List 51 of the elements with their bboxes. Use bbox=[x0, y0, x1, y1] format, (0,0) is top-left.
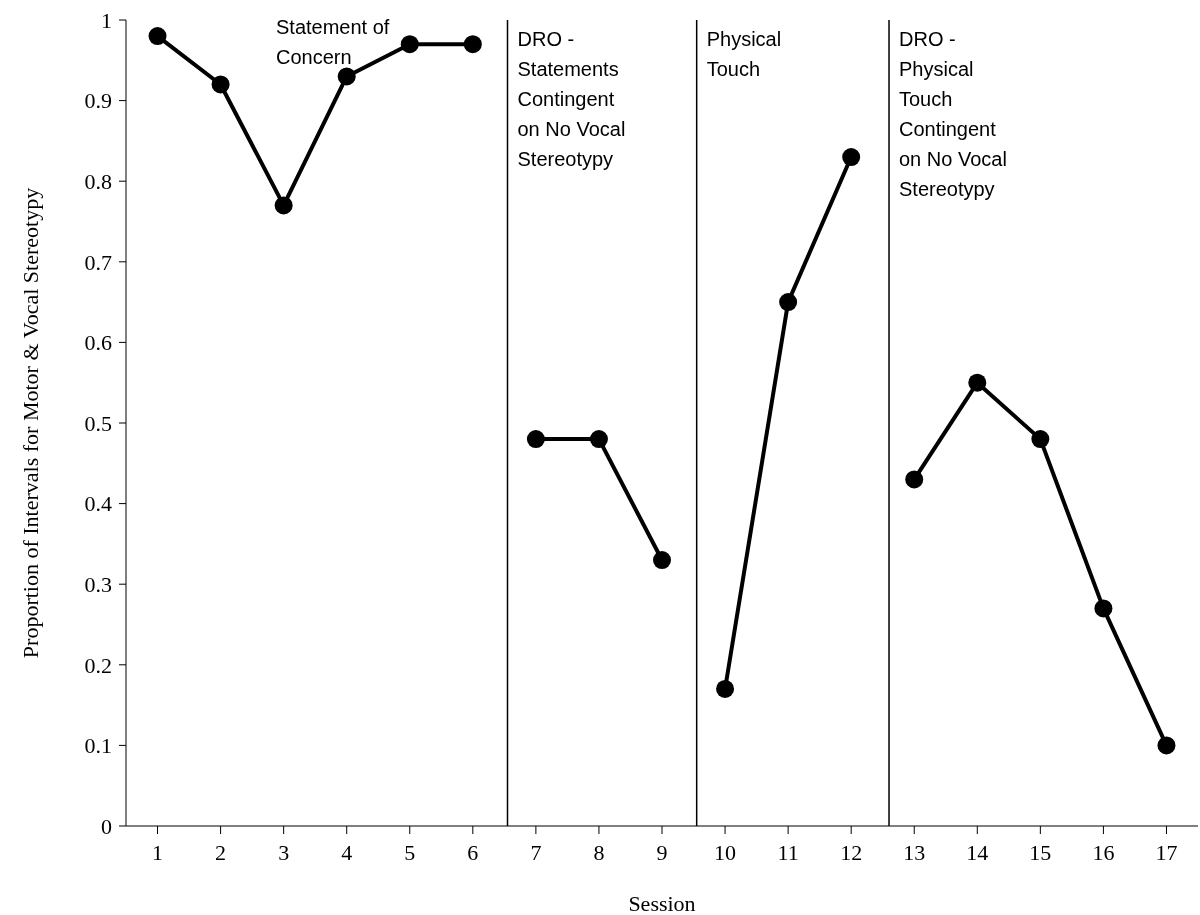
x-tick-label: 2 bbox=[215, 840, 227, 865]
ref-line-label: Physical Touch bbox=[706, 28, 782, 80]
y-tick-label: 0.4 bbox=[84, 491, 112, 517]
y-axis-title: Proportion of Intervals for Motor & Vocal Stereotypy bbox=[18, 187, 43, 659]
x-tick-label: 3 bbox=[278, 840, 290, 865]
x-tick-label: 16 bbox=[1092, 840, 1115, 865]
x-tick-label: 6 bbox=[467, 840, 479, 865]
point bbox=[968, 373, 987, 392]
point bbox=[905, 470, 924, 489]
point bbox=[1157, 736, 1176, 755]
y-tick-label: 0.7 bbox=[84, 249, 112, 275]
x-tick-label: 17 bbox=[1155, 840, 1178, 865]
point bbox=[274, 196, 293, 215]
x-tick-label: 7 bbox=[530, 840, 542, 865]
x-tick-label: 14 bbox=[966, 840, 989, 865]
point bbox=[779, 293, 798, 312]
x-tick-label: 13 bbox=[903, 840, 926, 865]
y-tick-label: 0.1 bbox=[84, 733, 112, 759]
y-tick-label: 0.6 bbox=[84, 330, 112, 356]
point bbox=[716, 679, 735, 698]
x-tick-label: 11 bbox=[777, 840, 799, 865]
x-tick-label: 5 bbox=[404, 840, 416, 865]
ref-line-label: DRO - Physical Touch Contingent on No Vocal Stereotypy bbox=[899, 28, 1007, 200]
y-tick-label: 0.2 bbox=[84, 652, 112, 678]
x-tick-label: 15 bbox=[1029, 840, 1052, 865]
point bbox=[653, 551, 671, 570]
point bbox=[1031, 430, 1050, 449]
annotation: Statement of Concern bbox=[276, 16, 390, 68]
point bbox=[337, 67, 356, 86]
point bbox=[842, 148, 861, 167]
x-tick-label: 8 bbox=[593, 840, 605, 865]
point bbox=[589, 430, 608, 449]
y-tick-label: 1 bbox=[101, 7, 112, 33]
x-tick-label: 10 bbox=[714, 840, 737, 865]
y-tick-label: 0.3 bbox=[84, 571, 112, 597]
y-tick-label: 0 bbox=[101, 813, 112, 839]
x-tick-label: 1 bbox=[152, 840, 164, 865]
point bbox=[400, 35, 419, 54]
point bbox=[211, 75, 230, 94]
x-tick-label: 4 bbox=[341, 840, 353, 865]
ref-line-label: DRO - Statements Contingent on No Vocal Stereotypy bbox=[517, 28, 626, 170]
y-tick-label: 0.8 bbox=[84, 168, 112, 194]
point bbox=[463, 35, 482, 54]
point bbox=[1094, 599, 1113, 618]
point bbox=[526, 430, 545, 449]
x-axis-title: Session bbox=[628, 891, 696, 915]
y-tick-label: 0.5 bbox=[84, 410, 112, 436]
x-tick-label: 12 bbox=[840, 840, 863, 865]
x-tick-label: 9 bbox=[656, 840, 668, 865]
point bbox=[148, 27, 167, 46]
y-tick-label: 0.9 bbox=[84, 88, 112, 114]
